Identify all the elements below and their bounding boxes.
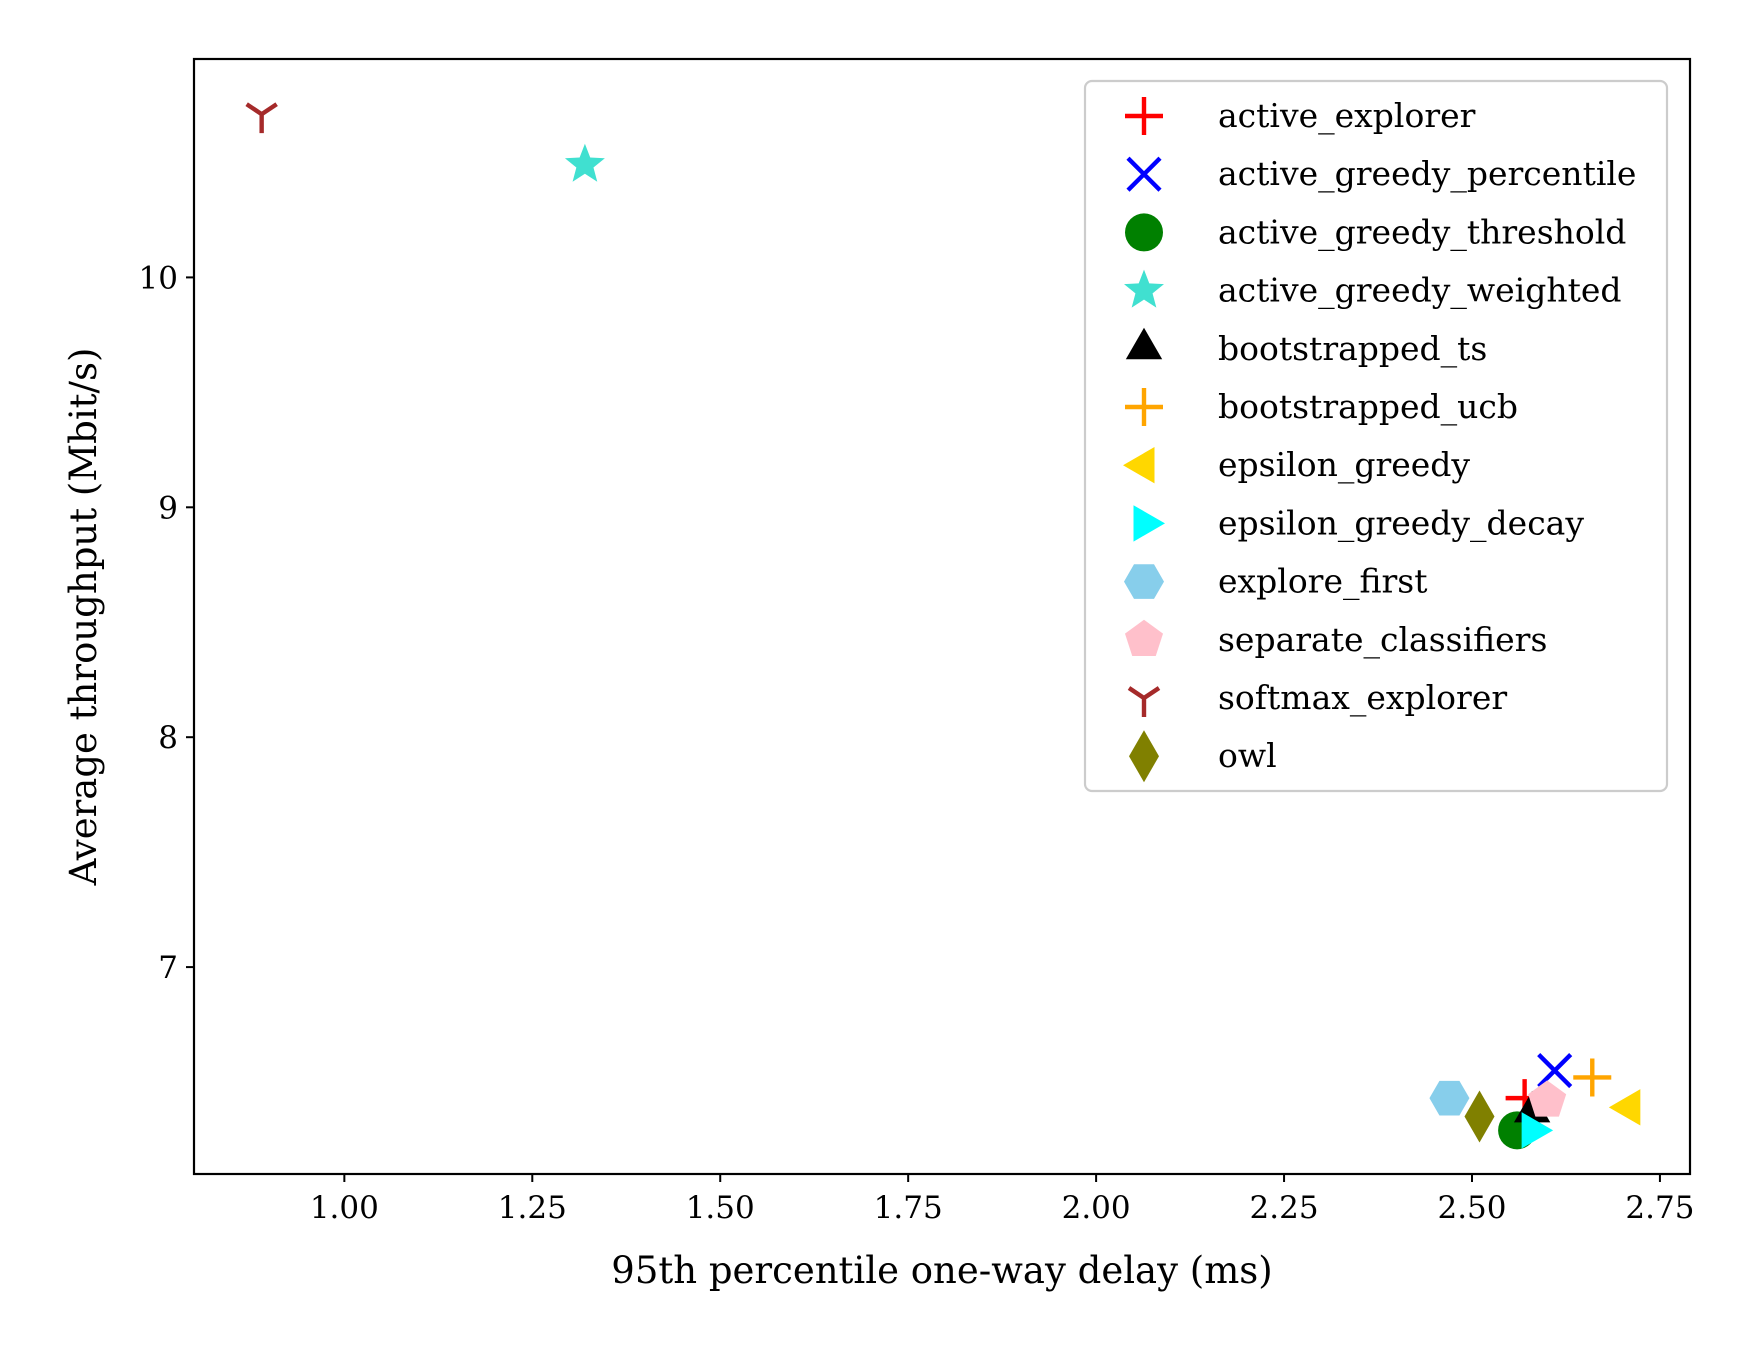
legend-marker — [1125, 213, 1163, 252]
x-tick-label: 1.50 — [686, 1190, 755, 1226]
legend: active_explorer active_greedy_percentilea… — [1083, 79, 1669, 793]
point-explore-first — [1429, 1080, 1470, 1116]
legend-marker — [1127, 686, 1161, 717]
y-tick-label: 9 — [158, 490, 178, 526]
y-axis-label: Average throughput (Mbit/s) — [62, 348, 105, 887]
point-epsilon-greedy — [1608, 1089, 1641, 1126]
legend-label: owl — [1218, 736, 1277, 775]
legend-label: epsilon_greedy — [1218, 445, 1470, 485]
point-separate-classifiers — [1528, 1080, 1567, 1117]
legend-label: epsilon_greedy_decay — [1218, 503, 1584, 543]
legend-item: epsilon_greedy_decay — [1133, 503, 1584, 543]
legend-marker — [1123, 447, 1155, 484]
legend-marker — [1133, 505, 1165, 542]
x-tick-label: 1.75 — [874, 1190, 943, 1226]
legend-label: bootstrapped_ucb — [1218, 387, 1518, 427]
legend-marker — [1125, 97, 1163, 135]
legend-item: active_greedy_percentile — [1126, 154, 1636, 194]
legend-item: explore_first — [1124, 562, 1427, 602]
legend-label: active_greedy_percentile — [1218, 154, 1636, 194]
y-tick-label: 8 — [158, 720, 178, 756]
legend-marker — [1125, 327, 1163, 360]
legend-item: active_greedy_threshold — [1125, 212, 1626, 252]
plot-marks — [245, 102, 1641, 1150]
plot-frame — [192, 57, 1692, 1176]
y-axis-ticks: 7 8 9 10 — [139, 260, 194, 986]
legend-label: separate_classifiers — [1218, 620, 1547, 660]
legend-marker — [1124, 269, 1164, 308]
y-tick-label: 10 — [139, 260, 178, 296]
point-active-greedy-weighted — [564, 143, 605, 182]
x-tick-label: 2.75 — [1625, 1190, 1694, 1226]
legend-label: softmax_explorer — [1218, 678, 1507, 718]
legend-marker — [1124, 564, 1164, 599]
x-axis-ticks: 1.00 1.25 1.50 1.75 2.00 2.25 2.50 2.75 — [310, 1174, 1694, 1226]
y-tick-label: 7 — [158, 950, 178, 986]
point-epsilon-greedy-decay — [1521, 1112, 1554, 1149]
legend-label: active_greedy_weighted — [1218, 271, 1622, 311]
x-tick-label: 2.25 — [1250, 1190, 1319, 1226]
legend-label: active_greedy_threshold — [1218, 212, 1626, 252]
x-axis-label: 95th percentile one-way delay (ms) — [611, 1249, 1272, 1292]
legend-marker — [1126, 156, 1162, 192]
legend-item: separate_classifiers — [1124, 619, 1547, 660]
x-tick-label: 1.25 — [498, 1190, 567, 1226]
legend-label: active_explorer — [1218, 96, 1476, 136]
legend-item: active_greedy_weighted — [1124, 269, 1622, 311]
legend-item: active_explorer — [1125, 96, 1476, 136]
legend-item: softmax_explorer — [1127, 678, 1507, 718]
legend-item: bootstrapped_ucb — [1125, 387, 1518, 427]
legend-label: explore_first — [1218, 562, 1427, 602]
x-tick-label: 2.50 — [1437, 1190, 1506, 1226]
point-owl — [1464, 1090, 1495, 1143]
legend-item: epsilon_greedy — [1123, 445, 1470, 485]
legend-item: bootstrapped_ts — [1125, 327, 1487, 369]
point-softmax-explorer — [245, 102, 278, 134]
point-active-greedy-percentile — [1537, 1052, 1573, 1089]
legend-item: owl — [1129, 730, 1277, 783]
legend-box — [1083, 79, 1669, 793]
x-tick-label: 2.00 — [1062, 1190, 1131, 1226]
legend-marker — [1129, 730, 1159, 783]
legend-marker — [1125, 388, 1163, 426]
x-tick-label: 1.00 — [310, 1190, 379, 1226]
point-bootstrapped-ucb — [1573, 1058, 1612, 1097]
legend-label: bootstrapped_ts — [1218, 329, 1487, 369]
legend-marker — [1124, 619, 1164, 656]
